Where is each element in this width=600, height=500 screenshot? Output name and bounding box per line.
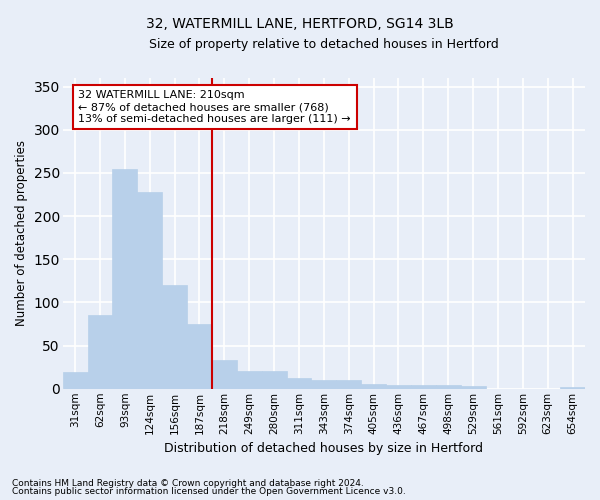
Bar: [262, 370, 287, 389]
Bar: [162, 285, 187, 389]
Y-axis label: Number of detached properties: Number of detached properties: [15, 140, 28, 326]
Bar: [336, 380, 361, 389]
Bar: [361, 384, 386, 389]
Bar: [237, 370, 262, 389]
Bar: [461, 386, 485, 389]
Text: Contains HM Land Registry data © Crown copyright and database right 2024.: Contains HM Land Registry data © Crown c…: [12, 478, 364, 488]
Bar: [112, 168, 137, 389]
Bar: [386, 386, 411, 389]
Text: 32, WATERMILL LANE, HERTFORD, SG14 3LB: 32, WATERMILL LANE, HERTFORD, SG14 3LB: [146, 18, 454, 32]
Bar: [287, 378, 311, 389]
Bar: [212, 360, 237, 389]
Bar: [560, 387, 585, 389]
Bar: [88, 314, 112, 389]
Title: Size of property relative to detached houses in Hertford: Size of property relative to detached ho…: [149, 38, 499, 51]
Bar: [63, 372, 88, 389]
Bar: [436, 386, 461, 389]
Text: Contains public sector information licensed under the Open Government Licence v3: Contains public sector information licen…: [12, 487, 406, 496]
Bar: [137, 192, 162, 389]
X-axis label: Distribution of detached houses by size in Hertford: Distribution of detached houses by size …: [164, 442, 484, 455]
Bar: [411, 386, 436, 389]
Bar: [187, 324, 212, 389]
Text: 32 WATERMILL LANE: 210sqm
← 87% of detached houses are smaller (768)
13% of semi: 32 WATERMILL LANE: 210sqm ← 87% of detac…: [79, 90, 351, 124]
Bar: [311, 380, 336, 389]
